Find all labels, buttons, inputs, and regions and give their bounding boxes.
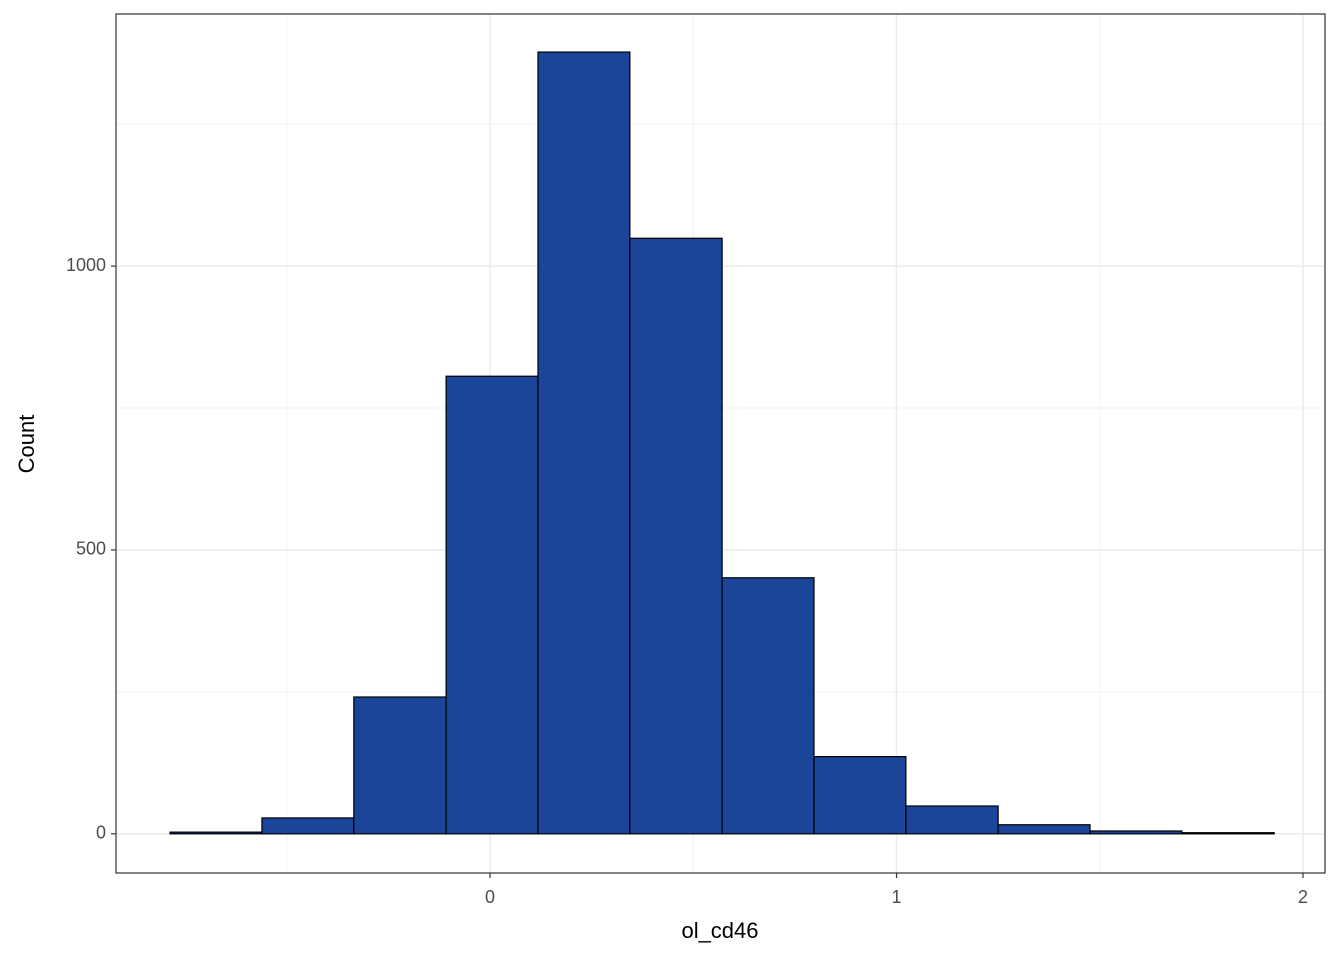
bar [261,817,355,835]
bar [721,577,815,835]
bar [353,696,447,835]
y-tick-label: 1000 [66,255,106,275]
bar [537,51,631,835]
bar [997,824,1091,835]
bar [1089,830,1183,835]
x-axis-title: ol_cd46 [681,918,758,943]
x-tick-label: 0 [485,887,495,907]
y-tick-label: 0 [96,823,106,843]
bar [1181,832,1275,835]
x-tick-label: 1 [892,887,902,907]
y-axis-title: Count [14,415,39,474]
bar [813,756,907,835]
x-tick-label: 2 [1298,887,1308,907]
bar [445,375,539,835]
bar [629,237,723,835]
y-tick-label: 500 [76,539,106,559]
panel-border [115,13,1326,874]
bar [905,805,999,835]
bar [169,831,263,835]
